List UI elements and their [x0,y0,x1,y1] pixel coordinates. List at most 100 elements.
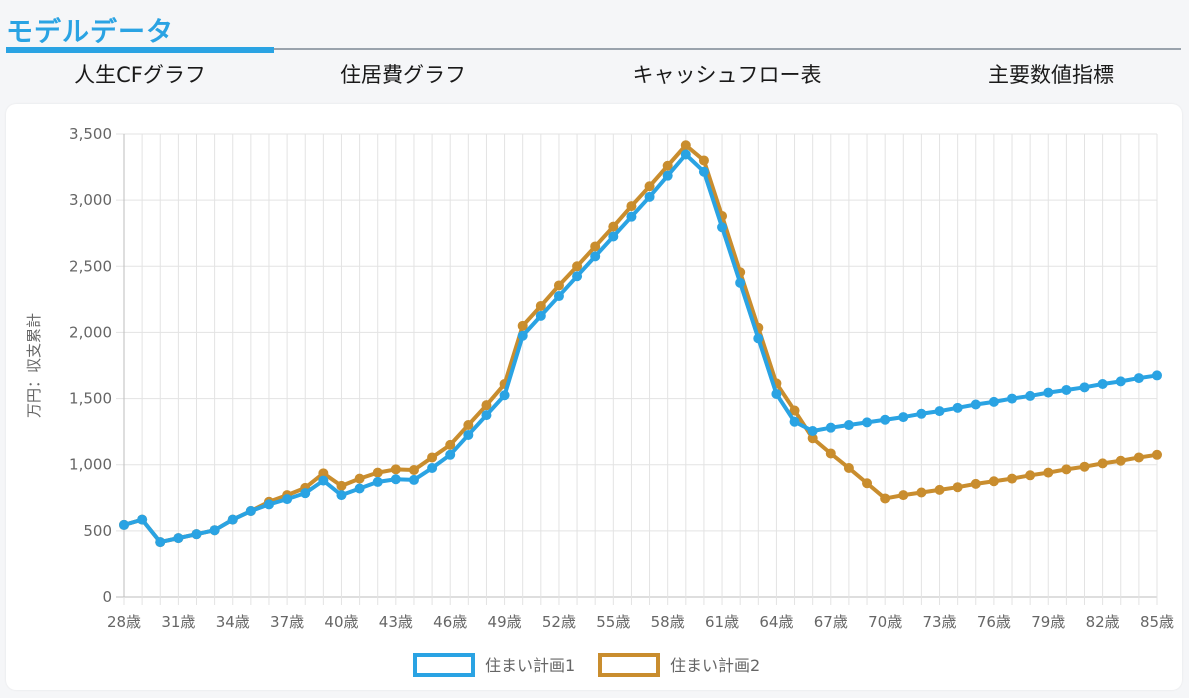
tab-key-indicators[interactable]: 主要数値指標 [988,63,1114,87]
data-point [662,170,673,181]
data-point [1115,376,1126,387]
data-point [445,449,456,460]
y-tick-label: 3,000 [69,191,112,209]
data-point [390,474,401,485]
data-point [644,181,655,192]
x-tick-label: 52歳 [542,613,576,631]
data-point [1007,473,1018,484]
data-point [1079,382,1090,393]
data-point [354,473,365,484]
data-point [463,429,474,440]
x-tick-label: 82歳 [1086,613,1120,631]
x-tick-label: 43歳 [379,613,413,631]
data-point [626,201,637,212]
data-point [209,525,220,536]
legend-label: 住まい計画1 [485,656,575,675]
data-point [590,251,601,262]
data-point [336,490,347,501]
x-tick-label: 31歳 [161,613,195,631]
data-point [1133,373,1144,384]
data-point [445,439,456,450]
data-point [282,494,293,505]
data-point [934,484,945,495]
y-tick-label: 3,500 [69,125,112,143]
data-point [318,468,329,479]
data-point [408,465,419,476]
data-point [336,480,347,491]
x-tick-label: 85歳 [1140,613,1174,631]
x-tick-label: 28歳 [107,613,141,631]
data-point [825,422,836,433]
data-point [191,529,202,540]
y-tick-label: 0 [102,588,112,606]
x-tick-label: 67歳 [814,613,848,631]
data-point [807,433,818,444]
data-point [119,519,129,530]
data-point [572,261,583,272]
legend-item-plan1[interactable]: 住まい計画1 [413,653,575,677]
data-point [1079,461,1090,472]
y-tick-label: 1,500 [69,390,112,408]
data-point [155,537,166,548]
tab-cashflow-table[interactable]: キャッシュフロー表 [632,63,822,87]
data-point [735,277,746,288]
data-point [1043,387,1054,398]
data-point [843,420,854,431]
legend-swatch [598,653,660,677]
data-point [1133,452,1144,463]
data-point [952,482,963,493]
data-point [517,330,528,341]
data-point [898,490,909,501]
data-point [1061,464,1072,475]
x-tick-label: 46歳 [433,613,467,631]
data-point [825,448,836,459]
data-point [862,478,873,489]
data-point [263,499,274,510]
data-point [880,414,891,425]
x-tick-label: 55歳 [596,613,630,631]
data-point [553,280,564,291]
data-point [300,488,311,499]
data-point [463,420,474,431]
data-point [988,396,999,407]
data-point [608,221,619,232]
data-point [680,140,691,151]
y-tick-label: 500 [83,522,112,540]
data-point [1152,449,1162,460]
legend-swatch [413,653,475,677]
data-point [1025,390,1036,401]
y-tick-label: 2,000 [69,323,112,341]
series-line-1 [122,152,1159,545]
data-point [427,463,438,474]
data-point [427,452,438,463]
data-point [481,400,492,411]
data-point [372,467,383,478]
x-tick-label: 64歳 [759,613,793,631]
x-tick-label: 79歳 [1031,613,1065,631]
data-point [680,149,691,160]
data-point [1097,458,1108,469]
data-point [753,333,764,344]
tab-housing-cost-graph[interactable]: 住居費グラフ [340,63,466,87]
data-point [245,506,256,517]
x-tick-label: 40歳 [324,613,358,631]
data-point [1097,379,1108,390]
tab-life-cf-graph[interactable]: 人生CFグラフ [74,63,206,87]
data-point [1007,393,1018,404]
data-point [644,191,655,202]
data-point [698,166,709,177]
data-point [1061,384,1072,395]
x-tick-label: 49歳 [488,613,522,631]
data-point [789,405,800,416]
data-point [535,310,546,321]
x-tick-label: 73歳 [922,613,956,631]
legend-item-plan2[interactable]: 住まい計画2 [598,653,760,677]
tab-divider [6,48,1181,50]
data-point [1115,455,1126,466]
data-point [481,410,492,421]
data-point [227,514,238,525]
data-point [862,417,873,428]
y-tick-label: 1,000 [69,456,112,474]
data-point [499,390,510,401]
page-title: モデルデータ [6,17,174,48]
